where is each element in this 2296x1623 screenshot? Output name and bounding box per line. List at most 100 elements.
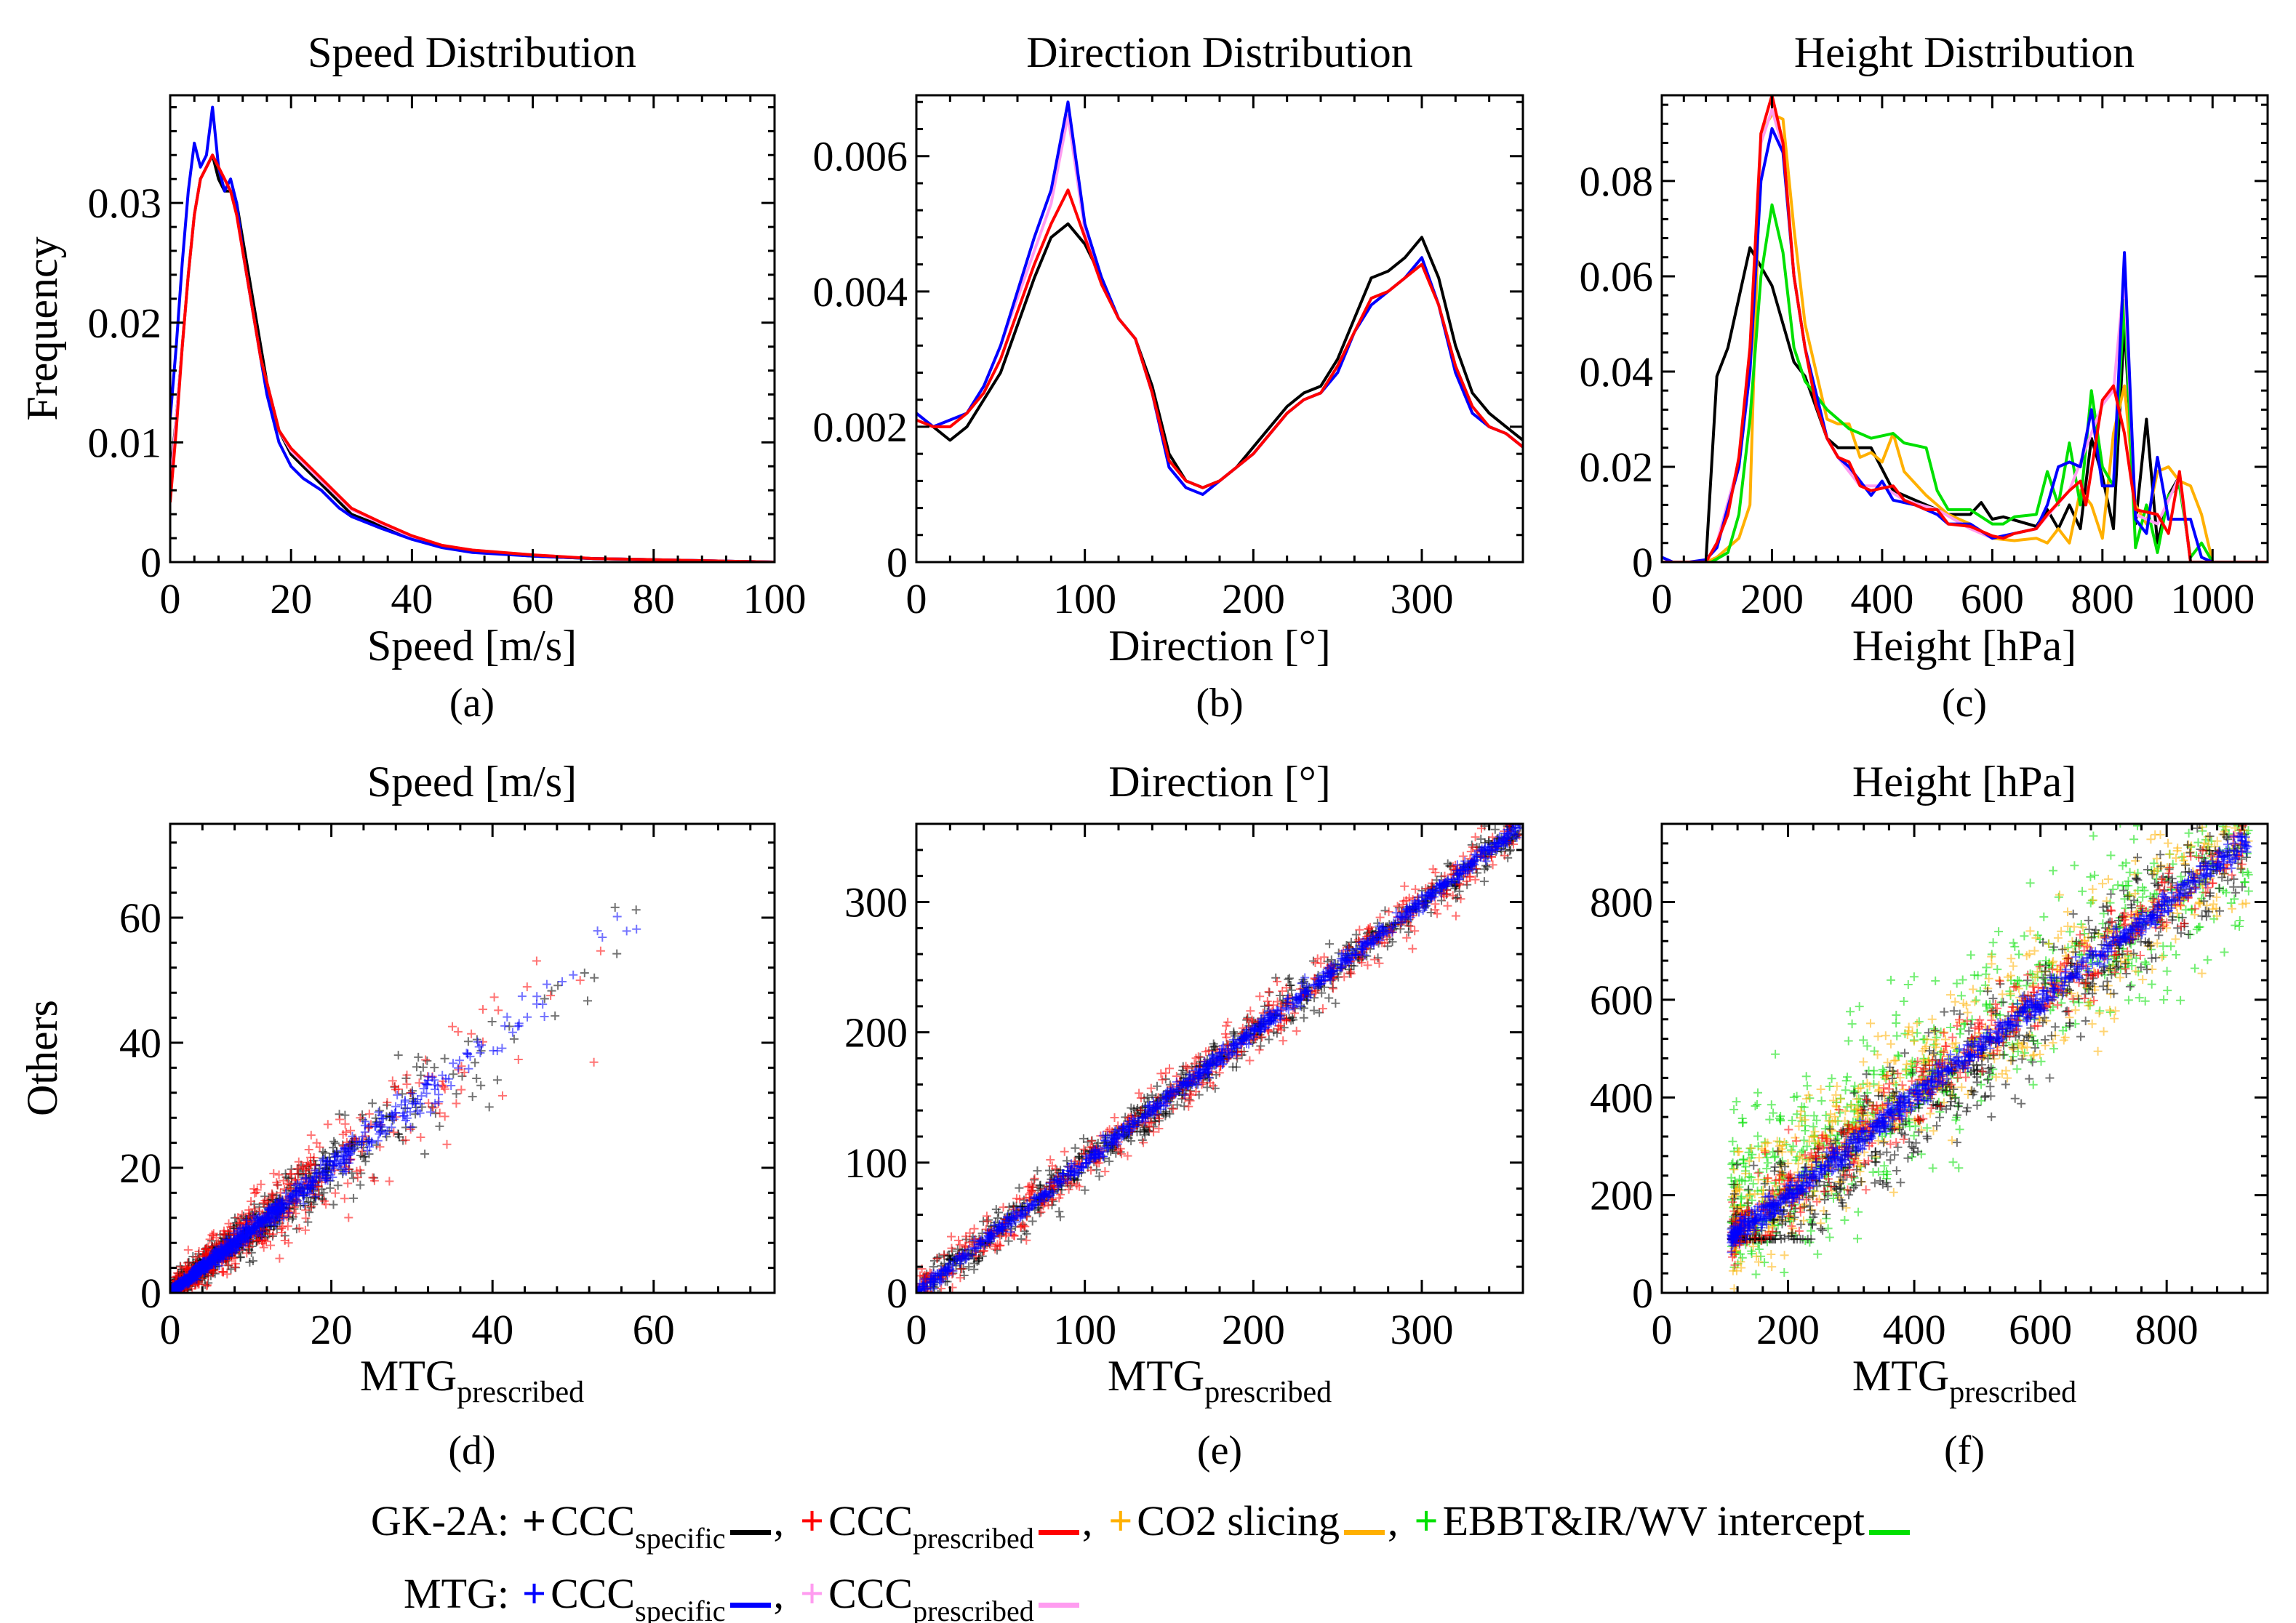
scatter-point <box>321 1200 331 1209</box>
scatter-point <box>1440 880 1449 889</box>
scatter-point <box>1737 1192 1746 1201</box>
scatter-point <box>590 973 599 982</box>
scatter-point <box>1212 1055 1221 1065</box>
scatter-point <box>1762 1153 1772 1162</box>
scatter-point <box>2089 831 2098 841</box>
scatter-point <box>1423 890 1433 899</box>
x-tick-label: 0 <box>160 575 181 622</box>
scatter-point <box>408 1099 417 1108</box>
scatter-point <box>1018 1209 1028 1218</box>
scatter-point <box>1788 1142 1798 1151</box>
scatter-point <box>612 912 622 921</box>
scatter-point <box>1435 886 1444 896</box>
scatter-point <box>1245 1056 1255 1065</box>
x-tick-label: 400 <box>1850 575 1913 622</box>
scatter-point <box>956 1273 965 1283</box>
scatter-point <box>1147 1118 1156 1127</box>
axes-frame <box>1660 94 2269 564</box>
scatter-point <box>364 1109 374 1118</box>
scatter-point <box>2217 808 2225 817</box>
scatter-point <box>1255 992 1265 1001</box>
scatter-point <box>1809 1122 1818 1131</box>
scatter-point <box>460 1067 469 1077</box>
scatter-point <box>1243 1014 1252 1023</box>
scatter-point <box>1232 1050 1241 1059</box>
scatter-point <box>183 1289 192 1293</box>
scatter-point <box>268 1189 276 1198</box>
scatter-point <box>294 1157 303 1166</box>
scatter-point <box>2220 947 2229 957</box>
scatter-point <box>1391 908 1401 918</box>
scatter-point <box>1355 925 1364 934</box>
y-tick-label: 0.01 <box>88 419 162 466</box>
scatter-point <box>167 1297 175 1306</box>
scatter-point <box>1325 939 1335 949</box>
x-tick-label: 300 <box>1391 1306 1454 1353</box>
scatter-point <box>542 979 551 989</box>
panel-a-caption: (a) <box>449 681 495 726</box>
scatter-point <box>2172 950 2181 959</box>
scatter-point <box>1788 1115 1797 1125</box>
scatter-point <box>271 1199 280 1209</box>
scatter-point <box>1015 1195 1025 1204</box>
scatter-point <box>292 1164 302 1174</box>
scatter-point <box>259 1243 268 1252</box>
scatter-point <box>273 1180 282 1190</box>
scatter-point <box>181 1264 190 1273</box>
scatter-point <box>1973 971 1983 980</box>
plot-area <box>1727 762 2253 1293</box>
scatter-point <box>1463 865 1473 874</box>
scatter-point <box>295 1224 304 1233</box>
scatter-point <box>1228 1062 1238 1072</box>
scatter-point <box>943 1270 952 1280</box>
scatter-point <box>1264 1035 1273 1044</box>
scatter-point <box>299 1191 308 1201</box>
scatter-point <box>1381 926 1391 936</box>
scatter-point <box>913 1296 922 1305</box>
scatter-point <box>402 1080 412 1089</box>
scatter-point <box>1055 1212 1065 1222</box>
scatter-point <box>403 1104 412 1113</box>
scatter-point <box>262 1237 271 1246</box>
y-tick-label: 300 <box>844 879 908 926</box>
scatter-point <box>1012 1211 1022 1220</box>
x-tick-label: 40 <box>391 575 433 622</box>
plot-area <box>167 902 641 1306</box>
scatter-point <box>343 1179 353 1188</box>
scatter-point <box>363 1146 372 1155</box>
scatter-point <box>2240 783 2249 792</box>
scatter-point <box>341 1166 351 1176</box>
scatter-point <box>553 981 563 990</box>
scatter-point <box>2178 762 2187 771</box>
scatter-point <box>1328 967 1337 977</box>
scatter-point <box>476 1049 485 1057</box>
scatter-point <box>1400 881 1409 891</box>
panel-f-title: Height [hPa] <box>1852 758 2076 806</box>
scatter-point <box>1351 930 1361 939</box>
scatter-point <box>969 1235 979 1245</box>
scatter-point <box>1309 1006 1319 1015</box>
scatter-point <box>173 1294 182 1302</box>
scatter-point <box>1202 1083 1212 1092</box>
axes-frame <box>169 94 776 564</box>
scatter-point <box>236 1252 245 1262</box>
scatter-point <box>1988 938 1998 947</box>
scatter-point <box>1498 813 1507 822</box>
scatter-point <box>172 1272 181 1281</box>
scatter-point <box>986 1231 996 1240</box>
scatter-point <box>479 1005 487 1014</box>
scatter-point <box>1058 1169 1068 1179</box>
scatter-point <box>1193 1052 1203 1062</box>
scatter-point <box>1015 1183 1024 1193</box>
series-line-mtg-ccc-specific <box>1662 127 2268 562</box>
scatter-point <box>385 1177 394 1186</box>
scatter-point <box>275 1254 284 1263</box>
scatter-point <box>1402 933 1412 942</box>
scatter-point <box>202 1281 212 1290</box>
scatter-point <box>182 1289 184 1293</box>
scatter-point <box>984 1215 993 1225</box>
scatter-point <box>489 993 499 1002</box>
scatter-point <box>441 1074 450 1083</box>
scatter-point <box>169 1294 177 1302</box>
